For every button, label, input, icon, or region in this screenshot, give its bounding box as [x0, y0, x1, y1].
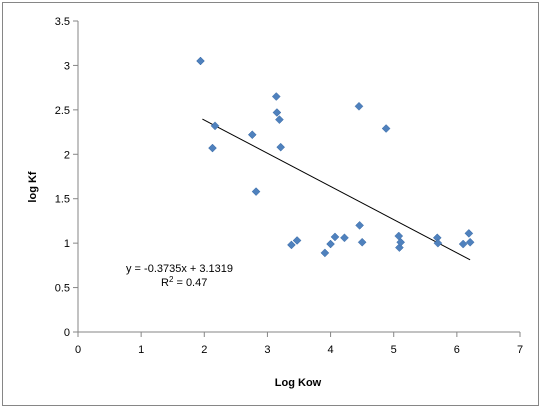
x-tick-label: 0	[75, 344, 81, 356]
x-tick-label: 1	[138, 344, 144, 356]
data-point	[275, 115, 284, 124]
data-point	[330, 232, 340, 242]
trendline-equation: y = -0.3735x + 3.1319	[126, 263, 233, 275]
data-point	[272, 108, 282, 117]
chart-frame	[2, 2, 539, 406]
data-point	[210, 121, 220, 131]
data-point	[354, 101, 364, 111]
data-point	[251, 187, 261, 196]
data-point	[465, 237, 475, 247]
data-point	[208, 143, 217, 153]
x-tick-label: 6	[454, 344, 460, 356]
ticks-layer: 0 1 2 3 4 5 6 7 0 0.5 1 1.5 2 2.5 3 3.5	[55, 16, 523, 356]
y-tick-label: 1.5	[55, 194, 70, 206]
y-axis-title: log Kf	[27, 171, 39, 202]
y-tick-label: 3	[64, 60, 70, 72]
y-tick-label: 2.5	[55, 105, 70, 117]
data-point	[355, 221, 364, 230]
x-axis-title: Log Kow	[275, 377, 322, 389]
y-tick-label: 3.5	[55, 16, 70, 28]
data-point	[320, 248, 330, 258]
y-tick-label: 1	[64, 238, 70, 250]
r-squared-label: R2 = 0.47	[161, 275, 207, 289]
data-point	[326, 239, 335, 249]
data-point	[340, 233, 349, 243]
y-tick-label: 0	[64, 327, 70, 339]
trendline-layer	[202, 118, 471, 261]
data-point	[464, 229, 474, 238]
data-point	[276, 142, 286, 152]
x-tick-label: 4	[328, 344, 334, 356]
data-point	[433, 238, 443, 248]
x-tick-label: 7	[517, 344, 523, 356]
data-point	[396, 237, 406, 247]
data-point	[196, 56, 205, 66]
r-squared-exponent: 2	[169, 275, 174, 284]
r-squared-value: = 0.47	[173, 277, 207, 289]
r-squared-prefix: R	[161, 277, 169, 289]
data-point	[247, 130, 257, 140]
x-tick-label: 2	[201, 344, 207, 356]
y-tick-label: 2	[64, 149, 70, 161]
trendline	[202, 118, 471, 261]
axes-layer	[77, 21, 520, 333]
data-point	[271, 92, 281, 101]
points-layer	[196, 56, 475, 258]
data-point	[458, 239, 468, 249]
data-point	[292, 236, 302, 245]
x-tick-label: 5	[391, 344, 397, 356]
y-tick-label: 0.5	[55, 283, 70, 295]
data-point	[357, 237, 367, 247]
data-point	[287, 240, 296, 250]
data-point	[381, 124, 391, 133]
x-tick-label: 3	[264, 344, 270, 356]
